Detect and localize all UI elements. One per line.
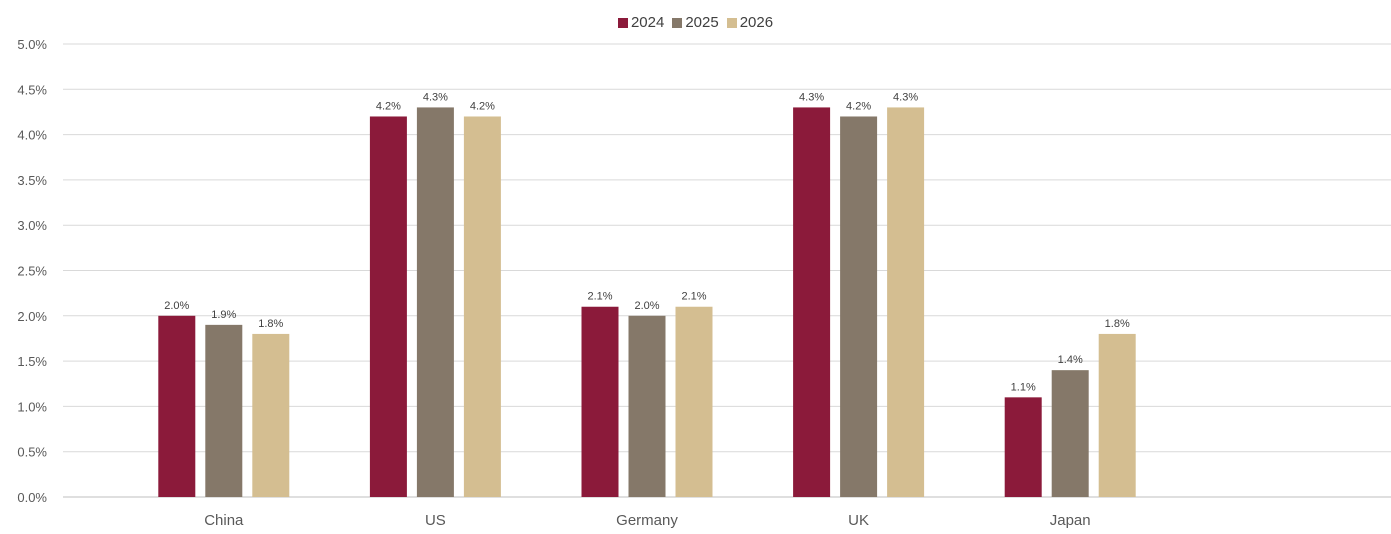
bar-us-2025 [416, 107, 454, 498]
data-label: 4.3% [799, 91, 824, 103]
legend-item-2024: 2024 [617, 14, 665, 31]
bar-uk-2024 [793, 107, 831, 498]
y-tick-label: 2.5% [17, 264, 47, 279]
y-tick-label: 1.0% [17, 399, 47, 414]
data-label: 4.2% [470, 100, 495, 112]
data-label: 1.1% [1011, 381, 1036, 393]
y-tick-label: 3.0% [17, 218, 47, 233]
data-label: 4.3% [893, 91, 918, 103]
bar-china-2025 [205, 324, 243, 497]
bar-germany-2024 [581, 306, 619, 497]
data-label: 1.4% [1058, 354, 1083, 366]
x-tick-label-germany: Germany [616, 512, 678, 529]
bar-uk-2025 [840, 116, 878, 497]
x-tick-label-japan: Japan [1050, 512, 1091, 529]
x-tick-label-china: China [204, 512, 244, 529]
y-tick-label: 3.5% [17, 173, 47, 188]
data-label: 4.2% [376, 100, 401, 112]
y-tick-label: 2.0% [17, 309, 47, 324]
bar-japan-2025 [1051, 370, 1089, 497]
y-tick-label: 4.5% [17, 82, 47, 97]
legend-item-2026: 2026 [726, 14, 774, 31]
data-label: 2.1% [681, 291, 706, 303]
bar-us-2024 [369, 116, 407, 497]
y-tick-label: 0.5% [17, 445, 47, 460]
data-label: 1.8% [1105, 318, 1130, 330]
legend-swatch-2025 [672, 17, 683, 28]
bar-germany-2026 [675, 306, 713, 497]
x-tick-label-uk: UK [848, 512, 869, 529]
legend-item-2025: 2025 [672, 14, 719, 31]
bar-china-2026 [252, 333, 290, 497]
bar-japan-2024 [1004, 397, 1042, 497]
bar-china-2024 [158, 315, 196, 497]
bar-uk-2026 [887, 107, 925, 498]
legend-label-2026: 2026 [739, 14, 774, 31]
data-label: 1.8% [258, 318, 283, 330]
data-label: 2.0% [634, 300, 659, 312]
legend-label-2025: 2025 [685, 14, 719, 31]
bar-us-2026 [463, 116, 501, 497]
bar-germany-2025 [628, 315, 666, 497]
y-tick-label: 5.0% [17, 37, 47, 52]
data-label: 1.9% [211, 309, 236, 321]
legend-label-2024: 2024 [630, 14, 665, 31]
y-tick-label: 4.0% [17, 128, 47, 143]
data-label: 4.3% [423, 91, 448, 103]
data-label: 2.1% [587, 291, 612, 303]
legend: 2024 2025 2026 [0, 14, 1391, 31]
x-tick-label-us: US [425, 512, 446, 529]
legend-swatch-2026 [726, 17, 737, 28]
bar-japan-2026 [1098, 333, 1136, 497]
y-tick-label: 1.5% [17, 354, 47, 369]
data-label: 4.2% [846, 100, 871, 112]
y-tick-label: 0.0% [17, 490, 47, 505]
data-label: 2.0% [164, 300, 189, 312]
legend-swatch-2024 [617, 17, 628, 28]
